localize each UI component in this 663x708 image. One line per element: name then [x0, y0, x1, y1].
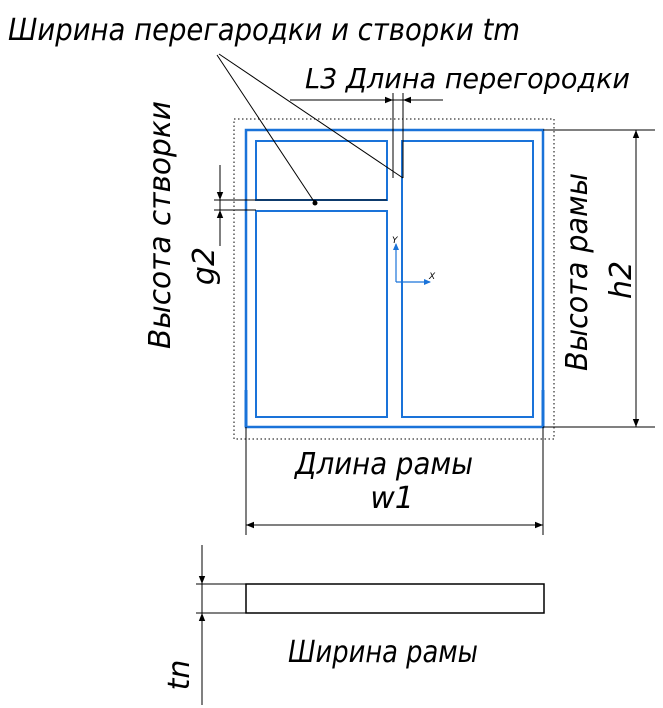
label-frame-width-var: tn [162, 660, 197, 691]
bounding-box-dotted [233, 118, 555, 440]
pane-right [401, 140, 534, 418]
axis-y-label: Y [392, 236, 399, 246]
label-sash-height-var: g2 [187, 247, 222, 285]
leader-dot [312, 200, 318, 206]
leader-line-2 [216, 54, 316, 204]
label-frame-width: Ширина рамы [288, 635, 478, 670]
label-frame-length: Длина рамы [293, 447, 473, 482]
pane-top-left [255, 140, 388, 201]
frame-profile [245, 583, 545, 614]
label-partition-length: L3 Длина перегородки [305, 62, 630, 95]
label-sash-height: Высота створки [143, 101, 178, 349]
leader-line-1 [218, 53, 404, 179]
pane-bottom-left [255, 210, 388, 418]
axis-x-label: X [428, 272, 436, 282]
axis-y-arrow [393, 243, 399, 250]
frame-outer [244, 128, 545, 429]
label-frame-length-var: w1 [370, 481, 414, 516]
label-frame-height-var: h2 [604, 261, 639, 299]
label-frame-height: Высота рамы [560, 173, 595, 371]
label-partition-sash-width: Ширина перегародки и створки tm [8, 13, 520, 48]
axis-x-arrow [424, 279, 431, 285]
